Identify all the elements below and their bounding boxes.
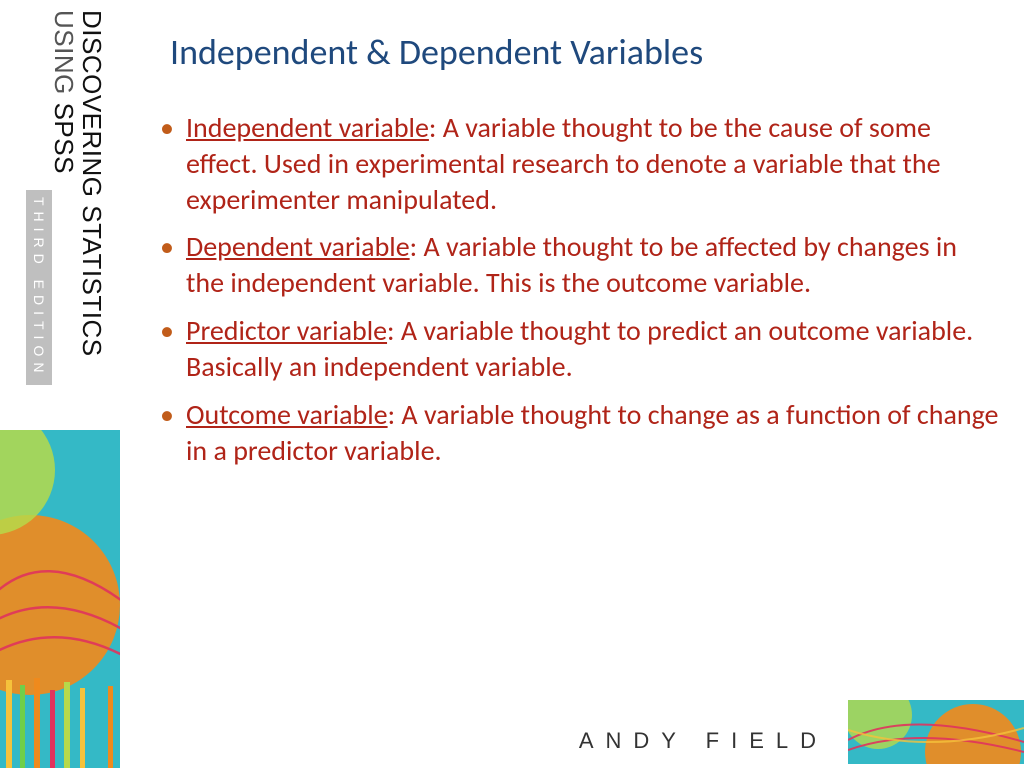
book-title-line2: USING SPSS bbox=[48, 10, 79, 174]
edition-badge: THIRD EDITION bbox=[26, 190, 52, 385]
list-item: Predictor variable: A variable thought t… bbox=[160, 313, 1000, 385]
edition-text: THIRD EDITION bbox=[31, 197, 47, 378]
sidebar: DISCOVERING STATISTICS USING SPSS THIRD … bbox=[0, 0, 120, 768]
author-name: ANDY FIELD bbox=[579, 728, 828, 754]
term: Dependent variable bbox=[186, 229, 410, 264]
term: Predictor variable bbox=[186, 313, 387, 348]
list-item: Outcome variable: A variable thought to … bbox=[160, 397, 1000, 469]
book-title-prefix: USING bbox=[49, 10, 79, 103]
term: Independent variable bbox=[186, 110, 429, 145]
list-item: Dependent variable: A variable thought t… bbox=[160, 229, 1000, 301]
slide-content: Independent & Dependent Variables Indepe… bbox=[130, 30, 1000, 480]
list-item: Independent variable: A variable thought… bbox=[160, 110, 1000, 217]
definition-list: Independent variable: A variable thought… bbox=[130, 110, 1000, 468]
corner-art bbox=[848, 700, 1024, 764]
slide-title: Independent & Dependent Variables bbox=[170, 30, 1000, 74]
side-art bbox=[0, 430, 120, 768]
book-title-spss: SPSS bbox=[49, 103, 79, 174]
book-title-block: DISCOVERING STATISTICS USING SPSS THIRD … bbox=[12, 10, 112, 410]
term: Outcome variable bbox=[186, 397, 388, 432]
book-title-line1: DISCOVERING STATISTICS bbox=[76, 10, 107, 357]
